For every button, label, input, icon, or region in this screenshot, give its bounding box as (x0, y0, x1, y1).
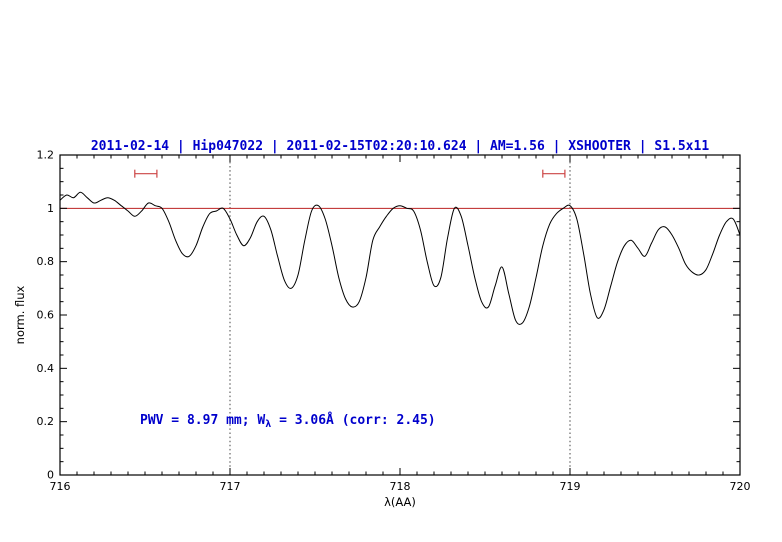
chart-title: 2011-02-14 | Hip047022 | 2011-02-15T02:2… (91, 139, 709, 154)
band-marker (542, 169, 566, 178)
x-tick-label: 719 (560, 480, 581, 493)
y-tick-label: 0.8 (37, 255, 55, 268)
y-tick-label: 1.2 (37, 149, 55, 162)
spectrum-curve (59, 191, 741, 325)
y-tick-label: 0.4 (37, 362, 55, 375)
y-tick-label: 0 (47, 469, 54, 482)
x-tick-label: 718 (390, 480, 411, 493)
x-tick-label: 716 (50, 480, 71, 493)
pwv-annotation-subscript: λ (265, 419, 271, 430)
pwv-annotation-prefix: PWV = 8.97 mm; W (140, 413, 265, 428)
x-axis-label: λ(AA) (384, 495, 416, 509)
grid-layer (60, 155, 740, 475)
y-tick-label: 0.2 (37, 415, 55, 428)
pwv-annotation: PWV = 8.97 mm; Wλ = 3.06Å (corr: 2.45) (140, 412, 436, 430)
y-tick-label: 0.6 (37, 309, 55, 322)
pwv-annotation-suffix: = 3.06Å (corr: 2.45) (271, 412, 435, 428)
y-tick-label: 1 (47, 202, 54, 215)
axes-frame-layer (59, 154, 741, 476)
x-tick-label: 717 (220, 480, 241, 493)
spectrum-series-layer (59, 191, 741, 325)
tick-labels-layer: 716 717 718 719 720 0 0.2 0.4 0.6 0.8 1 1.2 (37, 149, 751, 494)
band-marker (134, 169, 158, 178)
y-axis-label: norm. flux (13, 285, 27, 344)
band-markers-layer (134, 169, 566, 178)
x-tick-label: 720 (730, 480, 751, 493)
